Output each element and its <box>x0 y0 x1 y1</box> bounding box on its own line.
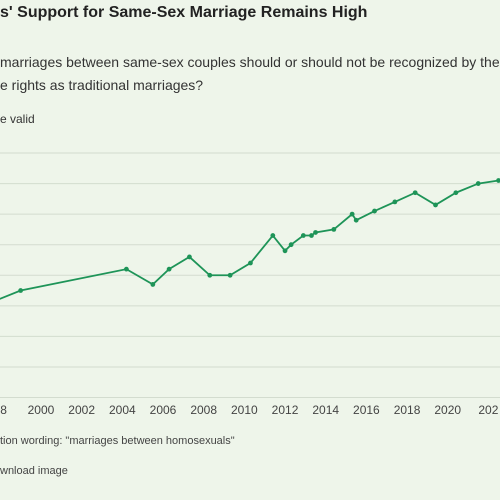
data-point <box>309 233 314 238</box>
x-tick-label: 2014 <box>312 403 339 417</box>
data-point <box>288 242 294 248</box>
data-point <box>353 217 359 223</box>
data-point <box>331 227 337 232</box>
data-point <box>207 272 213 278</box>
x-tick-label: 2010 <box>231 403 258 417</box>
data-point <box>349 211 355 217</box>
data-point <box>453 190 459 196</box>
x-tick-label: 2000 <box>28 403 55 417</box>
data-point <box>18 288 24 293</box>
data-point <box>166 266 172 272</box>
legend-label: e valid <box>0 112 35 126</box>
x-tick-label: 98 <box>0 403 7 417</box>
chart-title: s' Support for Same-Sex Marriage Remains… <box>0 4 367 21</box>
data-point <box>475 181 481 186</box>
x-tick-label: 2004 <box>109 403 136 417</box>
x-tick-label: 2016 <box>353 403 380 417</box>
data-point <box>313 230 318 235</box>
data-point <box>227 272 233 278</box>
data-point <box>372 208 377 214</box>
x-tick-label: 2006 <box>150 403 177 417</box>
data-point <box>433 202 438 208</box>
data-point <box>412 190 418 196</box>
data-point <box>248 260 253 266</box>
x-tick-label: 2008 <box>190 403 217 417</box>
subtitle: marriages between same-sex couples shoul… <box>0 54 500 70</box>
x-tick-label: 2012 <box>272 403 299 417</box>
data-point <box>187 254 192 260</box>
data-point <box>282 248 288 254</box>
data-point <box>123 266 129 272</box>
x-tick-label: 202 <box>478 403 498 417</box>
data-point <box>150 282 156 287</box>
data-point <box>300 233 306 238</box>
x-tick-label: 2020 <box>434 403 461 417</box>
data-point <box>270 233 276 238</box>
x-tick-label: 2002 <box>68 403 95 417</box>
footer-link[interactable]: wnload image <box>0 465 68 477</box>
data-point <box>392 199 398 205</box>
footnote: tion wording: "marriages between homosex… <box>0 435 235 447</box>
subtitle: e rights as traditional marriages? <box>0 77 203 93</box>
series-line <box>0 179 499 300</box>
data-point <box>496 178 500 183</box>
x-tick-label: 2018 <box>394 403 421 417</box>
